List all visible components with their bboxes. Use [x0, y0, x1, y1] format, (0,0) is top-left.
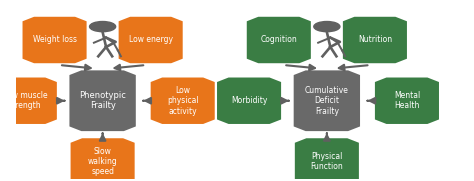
- Polygon shape: [0, 77, 57, 124]
- Polygon shape: [295, 138, 359, 181]
- Polygon shape: [71, 138, 135, 181]
- Text: Slow
walking
speed: Slow walking speed: [88, 147, 118, 176]
- Text: Physical
Function: Physical Function: [310, 152, 343, 171]
- Text: Mental
Health: Mental Health: [394, 91, 420, 110]
- Polygon shape: [151, 77, 215, 124]
- Text: Weight loss: Weight loss: [33, 35, 77, 45]
- Text: Low
physical
activity: Low physical activity: [167, 86, 199, 116]
- Polygon shape: [247, 17, 311, 63]
- Text: Nutrition: Nutrition: [358, 35, 392, 45]
- Text: Low muscle
strength: Low muscle strength: [2, 91, 47, 110]
- Text: Morbidity: Morbidity: [231, 96, 267, 105]
- Polygon shape: [343, 17, 407, 63]
- Text: Cumulative
Deficit
Frailty: Cumulative Deficit Frailty: [305, 86, 349, 116]
- Polygon shape: [118, 17, 182, 63]
- Text: Low energy: Low energy: [128, 35, 173, 45]
- Text: Phenotypic
Frailty: Phenotypic Frailty: [79, 91, 126, 110]
- Polygon shape: [375, 77, 439, 124]
- Polygon shape: [69, 70, 136, 131]
- Text: Cognition: Cognition: [260, 35, 297, 45]
- Circle shape: [314, 22, 340, 32]
- Polygon shape: [294, 70, 360, 131]
- Polygon shape: [217, 77, 281, 124]
- Circle shape: [90, 22, 116, 32]
- Polygon shape: [23, 17, 87, 63]
